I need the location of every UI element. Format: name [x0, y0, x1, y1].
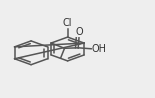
Text: O: O [75, 27, 83, 37]
Text: OH: OH [92, 44, 107, 54]
Text: Cl: Cl [63, 18, 72, 28]
